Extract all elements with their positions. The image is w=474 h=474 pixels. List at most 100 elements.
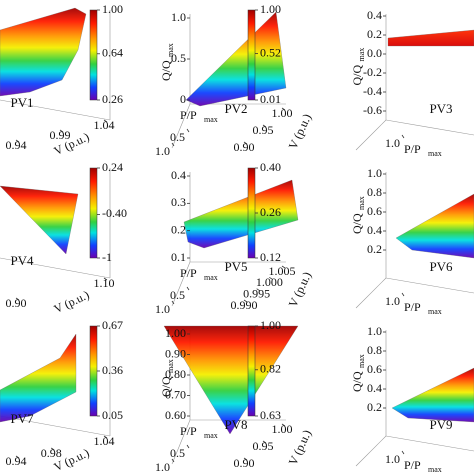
z-tick-label: 0.3: [171, 195, 186, 209]
axis-line: [385, 119, 474, 136]
panel-title: PV2: [224, 101, 247, 116]
x-tick: [171, 300, 175, 305]
axis-line: [385, 435, 474, 452]
x-tick: [401, 450, 405, 455]
x-tick: [171, 458, 175, 463]
colorbar: [247, 167, 256, 259]
y-tick: [262, 124, 267, 128]
y-tick-label: 0.90: [234, 456, 255, 470]
z-axis-title: Q/Q: [159, 376, 173, 397]
surface: [0, 333, 77, 423]
y-tick-label: 0.90: [234, 140, 255, 154]
y-tick: [103, 435, 108, 439]
colorbar-tick-label: 0.67: [102, 318, 123, 332]
y-tick: [281, 423, 286, 427]
colorbar-tick-label: 1.00: [260, 318, 281, 332]
z-tick-label: 0.5: [171, 51, 186, 65]
panel-title: PV5: [224, 259, 247, 274]
x-tick: [186, 444, 190, 449]
colorbar-tick-label: 1.00: [102, 2, 123, 16]
z-axis-title: Q/Q: [159, 60, 173, 81]
z-tick-label: 0.80: [165, 367, 186, 381]
colorbar-tick-label: 0.52: [260, 45, 281, 59]
colorbar-tick-label: -0.40: [102, 206, 127, 220]
z-tick-label: 0.2: [367, 27, 382, 41]
x-tick: [171, 142, 175, 147]
y-tick: [15, 455, 20, 459]
colorbar-tick-label: -1: [102, 250, 112, 264]
x-axis-title-sub: max: [428, 465, 442, 474]
axis-line: [0, 99, 111, 121]
y-tick: [256, 288, 260, 291]
z-tick-label: 0.4: [367, 8, 382, 22]
y-tick-label: 1.000: [256, 275, 283, 289]
surface-plot: PV6 0.2 0.4 0.6 0.8 1.0 Q/Q max 1.0 P/P max: [350, 166, 474, 316]
surface: [0, 7, 87, 97]
x-axis-title-sub: max: [204, 273, 218, 282]
y-tick-label: 1.10: [94, 276, 115, 290]
surface-plot: PV9 0.2 0.4 0.6 0.8 1.0 Q/Q max 1.0 P/P max: [350, 324, 474, 474]
colorbar-tick-label: 0.24: [102, 160, 123, 174]
y-tick: [269, 277, 273, 280]
panel-title: PV6: [429, 259, 453, 274]
y-tick: [243, 141, 248, 145]
colorbar-tick-label: 0.82: [260, 362, 281, 376]
z-axis-label: Q/Q max: [159, 359, 175, 397]
z-axis-label: Q/Q max: [350, 48, 366, 86]
z-tick-label: 0.2: [171, 222, 186, 236]
x-tick: [401, 134, 405, 139]
z-tick-label: 1.0: [171, 10, 186, 24]
x-tick-label: 1.0: [155, 302, 170, 316]
axis-line: [355, 435, 387, 467]
y-tick: [59, 129, 64, 133]
z-tick-label: 0.60: [165, 408, 186, 422]
y-tick-label: 0.95: [253, 439, 274, 453]
z-tick-label: -0.6: [363, 103, 382, 117]
colorbar: [247, 325, 256, 417]
z-axis-title-sub: max: [357, 196, 366, 210]
surface: [185, 11, 287, 107]
z-tick-label: 0.70: [165, 387, 186, 401]
y-tick-label: 0.990: [231, 298, 258, 312]
surface: [387, 29, 474, 47]
colorbar-tick-label: 0.63: [260, 408, 281, 422]
y-tick-label: 1.04: [94, 118, 115, 132]
x-tick-label: 0.5: [170, 130, 185, 144]
panel-title: PV1: [10, 95, 33, 110]
z-tick-label: 0.4: [367, 381, 382, 395]
panel-title: PV3: [429, 101, 452, 116]
x-tick: [401, 292, 405, 297]
z-axis-label: Q/Q max: [350, 354, 366, 392]
colorbar: [89, 167, 98, 259]
y-tick-label: 0.995: [243, 286, 270, 300]
z-tick-label: 0.4: [367, 223, 382, 237]
y-tick: [262, 440, 267, 444]
z-tick-label: 1.0: [367, 166, 382, 180]
colorbar: [89, 9, 98, 101]
y-tick: [243, 457, 248, 461]
surface-plot: PV5 0.1 0.2 0.3 0.4 0.40 0.26 0.12 0.51.0 P/P max 0…: [155, 160, 314, 316]
colorbar-tick-label: 0.01: [260, 92, 281, 106]
z-tick-label: 0: [180, 92, 186, 106]
colorbar-tick-label: 0.64: [102, 46, 123, 60]
z-axis-title: Q/Q: [350, 371, 364, 392]
z-axis-label: Q/Q max: [350, 196, 366, 234]
z-tick-label: 0.90: [165, 346, 186, 360]
y-tick: [103, 277, 108, 281]
axis-line: [0, 257, 111, 279]
z-tick-label: 0.6: [367, 204, 382, 218]
surface-plot: PV8 0.60 0.70 0.80 0.90 1.00 Q/Q max 1.00 0.82 0.6…: [155, 318, 314, 474]
z-tick-label: 0.0: [367, 46, 382, 60]
x-axis-title-sub: max: [428, 307, 442, 316]
panel-title: PV9: [429, 417, 452, 432]
axis-line: [171, 261, 191, 307]
x-tick-label: 0.5: [170, 288, 185, 302]
z-tick-label: 0.2: [367, 400, 382, 414]
axis-line: [171, 103, 191, 149]
x-axis-title: P/P: [404, 458, 421, 472]
panel-title: PV8: [224, 417, 247, 432]
axis-line: [355, 277, 387, 309]
surface: [163, 325, 299, 435]
